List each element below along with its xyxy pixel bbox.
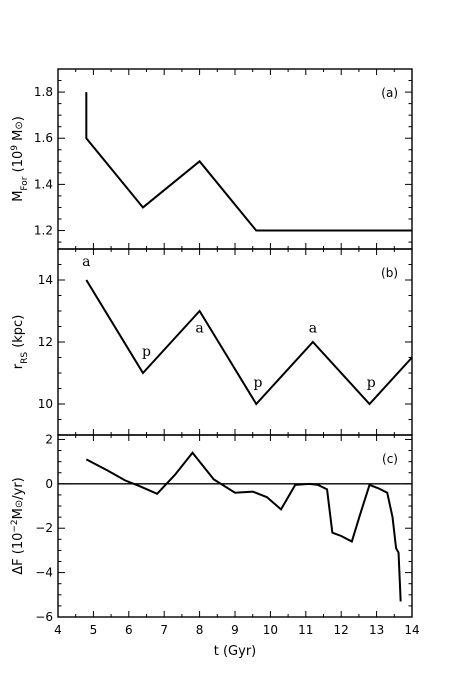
panel-label: (b) — [381, 266, 398, 280]
y-tick-label: 12 — [38, 335, 53, 349]
y-tick-label: 1.6 — [34, 131, 53, 145]
x-tick-label: 5 — [90, 623, 98, 637]
y-tick-label: −4 — [35, 566, 53, 580]
y-tick-label: 14 — [38, 273, 53, 287]
panel-c: −6 −4 −2 0 2 (c) ΔF (10−2M⊙/yr) 4 5 6 7 8 9 10 11 12 13 1… — [10, 432, 420, 637]
series-line — [85, 279, 413, 406]
x-tick-label: 14 — [404, 623, 419, 637]
y-tick-label: 1.2 — [34, 224, 53, 238]
point-annotation: a — [82, 254, 90, 270]
x-tick-label: 10 — [263, 623, 278, 637]
y-tick-label: 0 — [45, 477, 53, 491]
y-axis-label: rRS (kpc) — [11, 315, 30, 370]
y-tick-label: 1.8 — [34, 85, 53, 99]
panel-b: 10 12 14 a p a p a p (b) rRS (kpc) — [11, 248, 413, 436]
y-axis-label: MFor (109 M⊙) — [10, 116, 30, 202]
panel-label: (a) — [381, 86, 398, 100]
x-tick-label: 13 — [369, 623, 384, 637]
x-tick-label: 11 — [298, 623, 313, 637]
y-axis-label: ΔF (10−2M⊙/yr) — [10, 477, 26, 575]
plot-frame — [57, 434, 413, 618]
panel-label: (c) — [382, 452, 398, 466]
panel-a: 1.2 1.4 1.6 1.8 (a) MFor (109 M⊙) — [10, 68, 413, 250]
x-tick-label: 9 — [231, 623, 239, 637]
y-tick-label: 1.4 — [34, 177, 53, 191]
y-tick-label: −6 — [35, 610, 53, 624]
plot-frame — [57, 248, 413, 436]
point-annotation: p — [367, 375, 376, 391]
series-line — [85, 451, 402, 602]
plot-frame — [57, 68, 413, 250]
point-annotation: a — [309, 321, 317, 337]
y-tick-label: 10 — [38, 397, 53, 411]
point-annotation: p — [142, 344, 151, 360]
x-tick-label: 7 — [160, 623, 168, 637]
y-tick-label: −2 — [35, 521, 53, 535]
series-line — [85, 92, 412, 232]
point-annotation: a — [195, 321, 203, 337]
y-tick-label: 2 — [45, 432, 53, 446]
x-tick-label: 6 — [125, 623, 133, 637]
x-tick-label: 8 — [196, 623, 204, 637]
x-axis-label: t (Gyr) — [214, 644, 257, 659]
x-tick-label: 4 — [54, 623, 62, 637]
x-tick-label: 12 — [334, 623, 349, 637]
point-annotation: p — [254, 375, 263, 391]
